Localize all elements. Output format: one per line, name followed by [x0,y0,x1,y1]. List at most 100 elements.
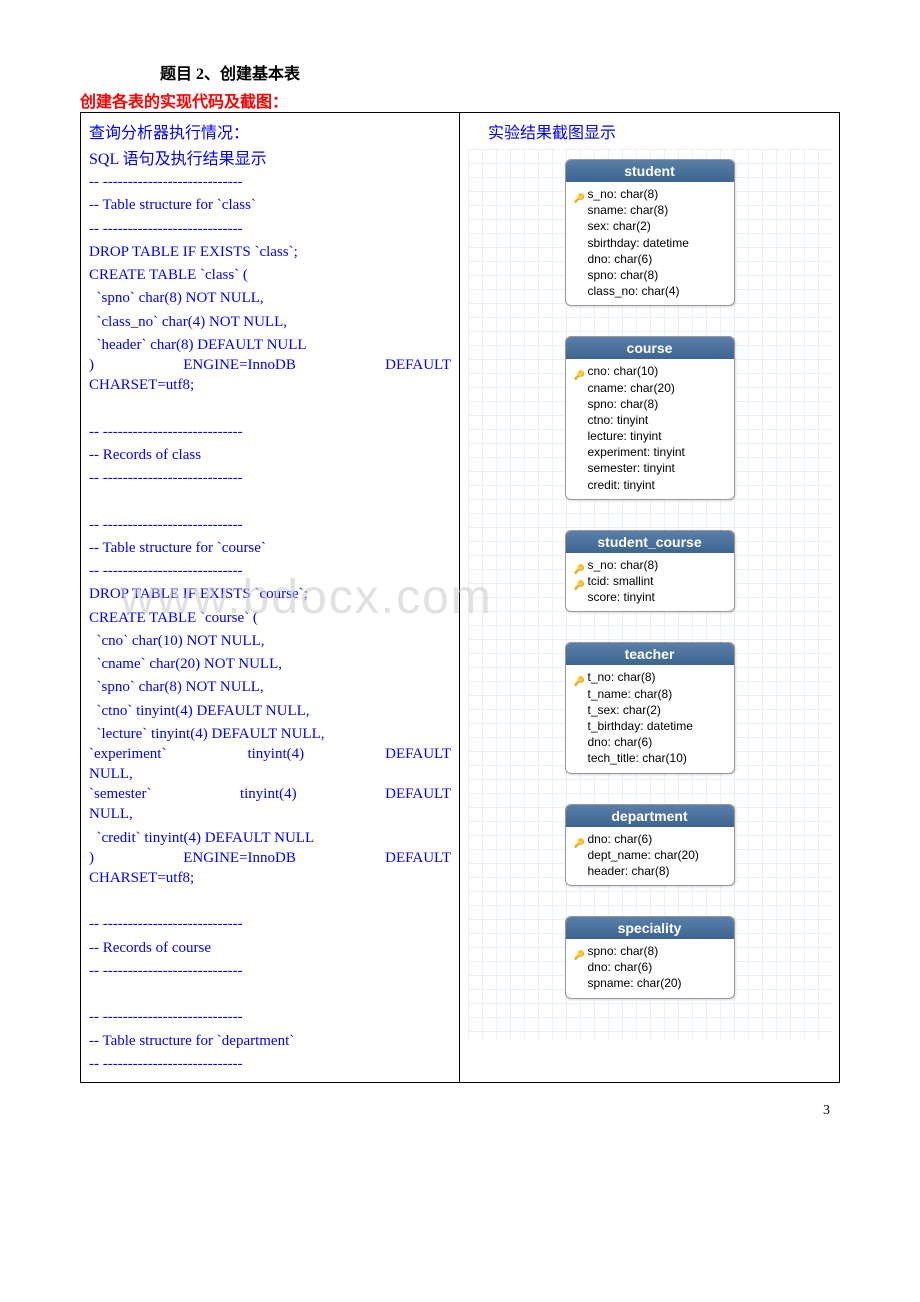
key-icon [574,366,584,376]
field-label: dno: char(6) [588,959,653,975]
field-label: tech_title: char(10) [588,750,687,766]
semester-line: `semester` tinyint(4) DEFAULT [89,786,451,803]
field-label: t_sex: char(2) [588,702,661,718]
entity-student: students_no: char(8)sname: char(8)sex: c… [565,159,735,306]
rec-class: -- ---------------------------- -- Recor… [89,421,451,491]
entity-field: dno: char(6) [574,251,726,267]
paren: ) [89,850,94,867]
entity-teacher: teachert_no: char(8)t_name: char(8)t_sex… [565,642,735,773]
field-label: ctno: tinyint [588,412,649,428]
entity-header: student_course [566,531,734,553]
field-label: t_name: char(8) [588,686,673,702]
entity-field: dno: char(6) [574,734,726,750]
entity-speciality: specialityspno: char(8)dno: char(6)spnam… [565,916,735,999]
credit-line: `credit` tinyint(4) DEFAULT NULL [89,827,451,850]
er-diagram: students_no: char(8)sname: char(8)sex: c… [468,149,831,1039]
charset-line-2: CHARSET=utf8; [89,867,451,890]
field-label: dno: char(6) [588,831,653,847]
entity-field: dno: char(6) [574,831,726,847]
entity-body: s_no: char(8)sname: char(8)sex: char(2)s… [566,182,734,305]
type: tinyint(4) [247,746,304,763]
engine-line-2: ) ENGINE=InnoDB DEFAULT [89,850,451,867]
field-label: credit: tinyint [588,477,655,493]
field-label: t_birthday: datetime [588,718,693,734]
field-label: tcid: smallint [588,573,654,589]
paren: ) [89,357,94,374]
field-label: sex: char(2) [588,218,651,234]
field-label: experiment: tinyint [588,444,685,460]
rec-course: -- ---------------------------- -- Recor… [89,913,451,983]
col: `semester` [89,786,151,803]
entity-field: sbirthday: datetime [574,235,726,251]
right-heading: 实验结果截图显示 [468,119,831,143]
experiment-line: `experiment` tinyint(4) DEFAULT [89,746,451,763]
entity-header: speciality [566,917,734,939]
default: DEFAULT [385,850,451,867]
entity-department: departmentdno: char(6)dept_name: char(20… [565,804,735,887]
field-label: s_no: char(8) [588,557,659,573]
entity-field: sex: char(2) [574,218,726,234]
blank [89,397,451,420]
field-label: class_no: char(4) [588,283,680,299]
field-label: t_no: char(8) [588,669,656,685]
entity-student_course: student_course s_no: char(8)tcid: smallin… [565,530,735,613]
left-column: 查询分析器执行情况： SQL 语句及执行结果显示 -- ------------… [81,113,460,1082]
sql-class-block: -- ---------------------------- -- Table… [89,171,451,357]
null-line: NULL, [89,803,451,826]
entity-field: t_name: char(8) [574,686,726,702]
field-label: spno: char(8) [588,396,659,412]
entity-body: dno: char(6)dept_name: char(20)header: c… [566,827,734,886]
right-column: 实验结果截图显示 students_no: char(8)sname: char… [460,113,839,1082]
entity-body: t_no: char(8)t_name: char(8)t_sex: char(… [566,665,734,772]
entity-field: spno: char(8) [574,267,726,283]
field-label: spno: char(8) [588,267,659,283]
two-column-container: 查询分析器执行情况： SQL 语句及执行结果显示 -- ------------… [80,112,840,1083]
entity-field: score: tinyint [574,589,726,605]
col: `experiment` [89,746,166,763]
key-icon [574,672,584,682]
entity-course: coursecno: char(10)cname: char(20)spno: … [565,336,735,500]
entity-body: cno: char(10)cname: char(20)spno: char(8… [566,359,734,499]
field-label: dept_name: char(20) [588,847,699,863]
page-title: 题目 2、创建基本表 [80,60,840,84]
entity-field: tech_title: char(10) [574,750,726,766]
entity-field: t_sex: char(2) [574,702,726,718]
blank [89,890,451,913]
entity-field: cno: char(10) [574,363,726,379]
entity-header: student [566,160,734,182]
key-icon [574,946,584,956]
entity-field: semester: tinyint [574,460,726,476]
key-icon [574,834,584,844]
entity-field: t_no: char(8) [574,669,726,685]
entity-field: s_no: char(8) [574,557,726,573]
entity-body: spno: char(8)dno: char(6)spname: char(20… [566,939,734,998]
page-number: 3 [80,1103,840,1119]
entity-field: lecture: tinyint [574,428,726,444]
entity-field: s_no: char(8) [574,186,726,202]
left-heading-2: SQL 语句及执行结果显示 [89,145,451,169]
key-icon [574,189,584,199]
field-label: dno: char(6) [588,734,653,750]
blank [89,490,451,513]
default: DEFAULT [385,357,451,374]
charset-line: CHARSET=utf8; [89,374,451,397]
blank [89,983,451,1006]
engine-line: ) ENGINE=InnoDB DEFAULT [89,357,451,374]
entity-field: sname: char(8) [574,202,726,218]
field-label: spname: char(20) [588,975,682,991]
field-label: score: tinyint [588,589,655,605]
entity-header: teacher [566,643,734,665]
entity-header: department [566,805,734,827]
entity-field: dno: char(6) [574,959,726,975]
field-label: semester: tinyint [588,460,675,476]
entity-field: dept_name: char(20) [574,847,726,863]
key-icon [574,576,584,586]
title-prefix: 题目 2、 [160,66,220,83]
null-line: NULL, [89,763,451,786]
type: tinyint(4) [240,786,297,803]
title-main: 创建基本表 [220,66,300,83]
field-label: cno: char(10) [588,363,659,379]
engine: ENGINE=InnoDB [183,357,296,374]
left-heading-1: 查询分析器执行情况： [89,119,451,143]
field-label: cname: char(20) [588,380,675,396]
